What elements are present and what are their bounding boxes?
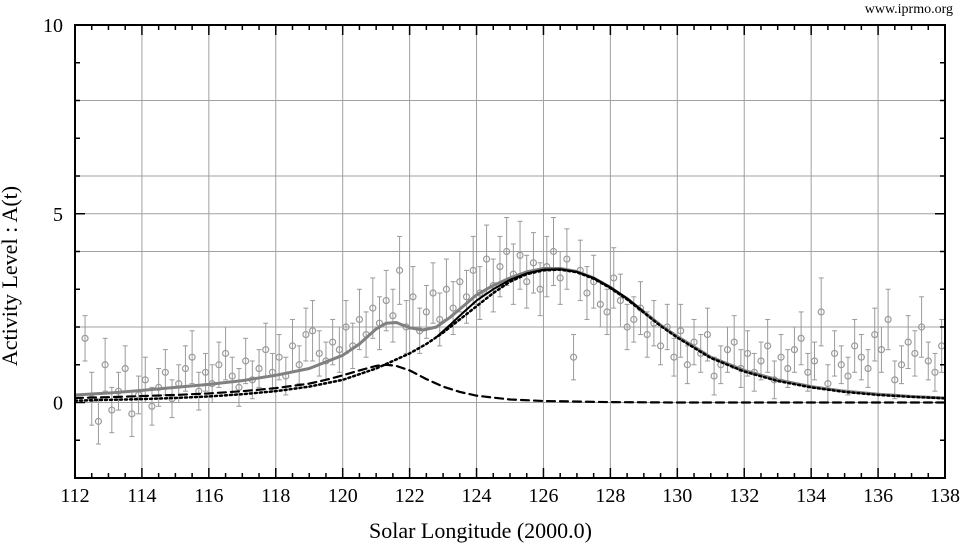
svg-text:132: 132 (729, 485, 759, 507)
svg-text:5: 5 (53, 204, 63, 226)
svg-text:0: 0 (53, 393, 63, 415)
svg-text:134: 134 (796, 485, 826, 507)
svg-text:128: 128 (595, 485, 625, 507)
svg-text:112: 112 (60, 485, 89, 507)
x-axis-label: Solar Longitude (2000.0) (369, 518, 592, 544)
svg-text:118: 118 (261, 485, 290, 507)
svg-text:114: 114 (127, 485, 156, 507)
svg-text:136: 136 (863, 485, 893, 507)
svg-text:124: 124 (462, 485, 492, 507)
svg-text:138: 138 (930, 485, 960, 507)
y-axis-label: Activity Level : A(t) (0, 186, 23, 366)
svg-text:130: 130 (662, 485, 692, 507)
svg-text:126: 126 (528, 485, 558, 507)
svg-text:120: 120 (328, 485, 358, 507)
chart-svg: 112 114 116 118 120 122 124 126 128 130 132 134 136 1… (0, 0, 961, 552)
chart-container: { "attribution": "www.iprmo.org", "chart… (0, 0, 961, 552)
svg-text:122: 122 (395, 485, 425, 507)
svg-text:10: 10 (43, 15, 63, 37)
svg-text:116: 116 (194, 485, 223, 507)
attribution-text: www.iprmo.org (865, 2, 953, 18)
